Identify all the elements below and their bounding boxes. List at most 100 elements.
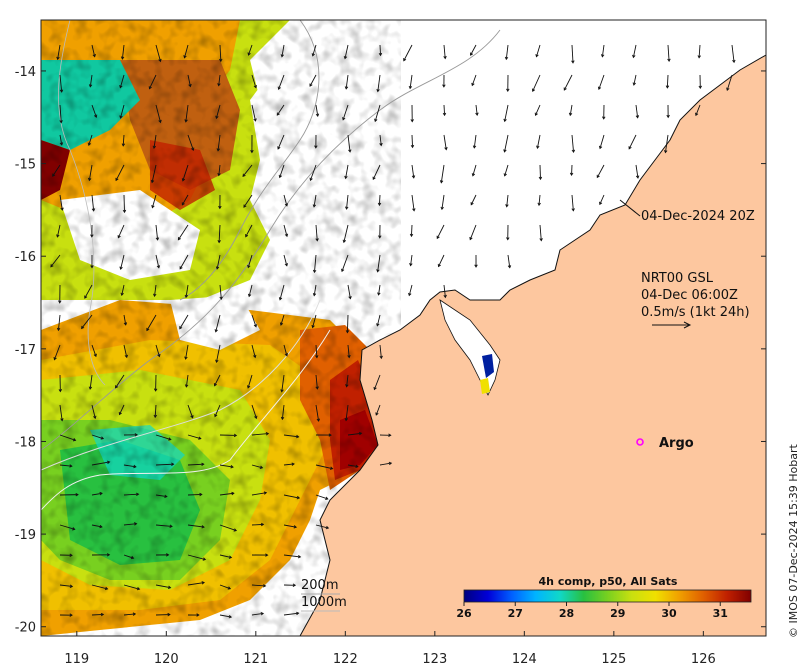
lat-tick-label: -14 — [15, 65, 36, 80]
current-vector-head — [115, 177, 119, 182]
current-vector — [373, 374, 381, 390]
current-vector — [123, 613, 136, 616]
current-vector — [115, 164, 125, 181]
current-vector-head — [314, 145, 318, 149]
current-vector-head — [293, 525, 298, 529]
current-vector — [345, 164, 349, 179]
current-vector — [283, 612, 299, 616]
current-vector-head — [531, 88, 536, 92]
current-vector-field — [50, 44, 736, 619]
current-vector-head — [667, 58, 671, 63]
current-vector — [283, 463, 295, 466]
current-vector — [346, 194, 349, 210]
argo-float-marker[interactable] — [636, 438, 644, 446]
current-vector-head — [132, 612, 137, 616]
lat-tick-label: -19 — [15, 528, 36, 543]
current-vector — [507, 254, 511, 268]
current-vector — [91, 584, 108, 590]
current-vector-head — [119, 85, 123, 89]
current-vector-head — [504, 56, 509, 61]
current-vector — [155, 584, 171, 589]
current-scale-label: 0.5m/s (1kt 24h) — [641, 305, 750, 320]
current-vector-head — [388, 461, 393, 466]
current-vector-head — [665, 85, 670, 89]
current-vector — [315, 104, 319, 117]
current-vector — [177, 224, 189, 240]
current-vector — [91, 104, 97, 118]
current-vector-head — [242, 173, 246, 178]
current-vector-head — [218, 205, 222, 210]
current-vector — [472, 164, 477, 176]
current-vector-head — [56, 327, 61, 332]
current-vector — [379, 344, 382, 359]
current-vector — [155, 104, 161, 123]
current-vector — [187, 434, 201, 440]
current-vector-head — [372, 176, 376, 181]
current-vector-head — [439, 180, 444, 184]
current-vector — [151, 194, 157, 208]
current-vector — [571, 134, 575, 153]
current-vector — [182, 164, 189, 181]
current-vector — [632, 44, 637, 58]
current-vector-head — [569, 172, 574, 177]
current-vector-head — [135, 492, 140, 497]
current-vector-head — [219, 58, 223, 63]
current-vector — [279, 164, 285, 178]
current-vector-head — [343, 55, 348, 60]
current-vector — [403, 44, 413, 61]
current-vector-head — [277, 86, 281, 90]
lon-tick-label: 121 — [243, 652, 268, 667]
current-vector-head — [344, 175, 348, 180]
current-vector — [410, 224, 413, 237]
current-vector — [146, 314, 157, 331]
current-vector — [120, 104, 125, 119]
current-vector-head — [412, 208, 416, 212]
current-vector — [56, 224, 61, 238]
current-vector — [187, 74, 191, 87]
current-vector-head — [408, 292, 412, 297]
current-vector-head — [263, 491, 268, 495]
current-vector-head — [376, 88, 380, 93]
lon-tick-label: 120 — [154, 652, 179, 667]
current-vector-head — [279, 322, 284, 326]
current-vector — [346, 314, 349, 333]
current-vector — [155, 463, 174, 466]
current-vector — [281, 44, 285, 57]
current-vector-head — [87, 142, 92, 147]
current-vector-head — [568, 112, 573, 117]
current-vector — [599, 194, 605, 205]
current-vector-head — [99, 524, 103, 529]
isobath-1000m-legend: 1000m — [301, 595, 347, 610]
current-vector-head — [100, 612, 105, 617]
current-vector-head — [536, 145, 540, 149]
current-vector — [52, 164, 61, 177]
current-vector — [313, 194, 317, 207]
current-vector-head — [88, 386, 93, 390]
current-vector — [440, 164, 445, 183]
current-vector-head — [133, 464, 137, 469]
current-vector — [123, 554, 134, 559]
current-vector — [121, 284, 125, 296]
current-vector-head — [201, 462, 205, 467]
current-vector — [535, 104, 541, 116]
current-vector-head — [166, 553, 170, 557]
current-vector — [283, 194, 288, 207]
current-vector — [283, 254, 288, 266]
current-vector-head — [91, 208, 96, 212]
current-vector — [378, 284, 381, 295]
lat-tick-label: -20 — [15, 621, 36, 636]
current-vector — [532, 74, 541, 92]
current-vector — [315, 374, 318, 389]
current-vector-head — [167, 612, 171, 617]
current-vector — [119, 74, 125, 88]
current-vector — [436, 224, 445, 239]
current-vector-head — [471, 82, 475, 87]
current-vector — [59, 434, 76, 441]
current-vector-head — [100, 436, 105, 440]
current-vector-head — [81, 325, 85, 330]
current-vector-head — [534, 112, 538, 117]
current-vector — [59, 404, 63, 421]
current-vector — [379, 462, 392, 466]
current-vector-head — [355, 464, 359, 469]
